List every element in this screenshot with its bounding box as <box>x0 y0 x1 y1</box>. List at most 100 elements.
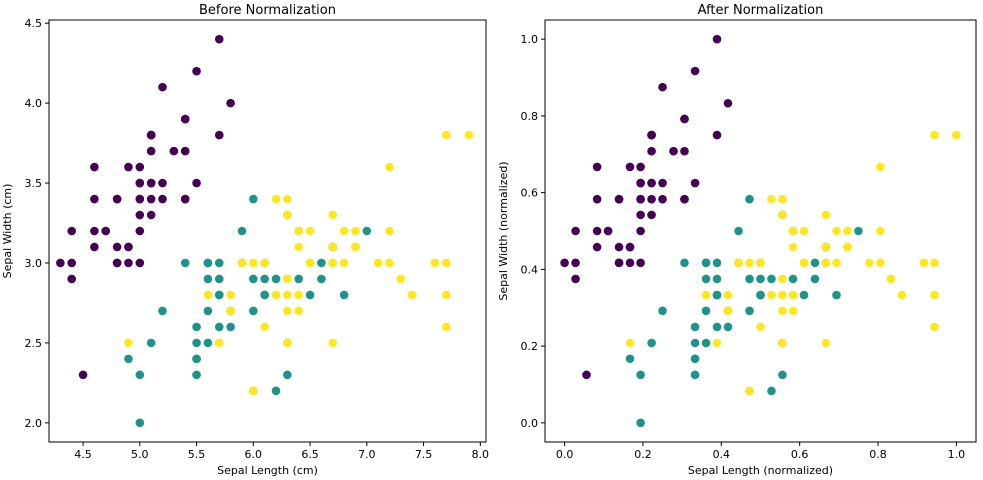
data-point-chart2-class1-19 <box>712 130 722 140</box>
x-tick-label: 0.0 <box>556 448 574 461</box>
data-point-chart1-class2-44 <box>135 370 145 380</box>
data-point-chart2-class1-11 <box>680 146 689 156</box>
data-point-chart1-class3-30 <box>385 258 394 268</box>
data-point-chart2-class1-14 <box>560 258 569 268</box>
data-point-chart1-class2-20 <box>203 338 213 348</box>
x-tick-label: 0.4 <box>713 448 731 461</box>
data-point-chart2-class2-43 <box>723 322 733 332</box>
data-point-chart1-class3-10 <box>385 162 394 172</box>
data-point-chart1-class1-25 <box>112 194 122 204</box>
data-point-chart2-class3-35 <box>756 322 765 332</box>
x-tick-label: 1.0 <box>948 448 966 461</box>
data-point-chart2-class2-19 <box>767 386 776 396</box>
data-point-chart2-class1-49 <box>669 146 678 156</box>
data-point-chart1-class2-34 <box>249 306 258 316</box>
data-point-chart2-class2-45 <box>701 306 711 316</box>
data-point-chart2-class3-26 <box>876 226 885 236</box>
data-point-chart1-class3-13 <box>339 258 349 268</box>
data-point-chart2-class3-23 <box>930 290 939 300</box>
data-point-chart1-class1-49 <box>169 146 179 156</box>
x-tick-label: 7.0 <box>358 448 376 461</box>
data-point-chart1-class2-41 <box>192 322 201 332</box>
plot-frame <box>48 19 487 443</box>
data-point-chart1-class3-36 <box>441 258 451 268</box>
data-point-chart1-class3-24 <box>283 306 292 316</box>
data-point-chart1-class3-1 <box>283 210 292 220</box>
data-point-chart1-class2-11 <box>135 418 145 428</box>
x-tick-label: 5.0 <box>131 448 149 461</box>
data-point-chart1-class2-14 <box>260 274 269 284</box>
data-point-chart1-class1-23 <box>90 162 99 172</box>
data-point-chart1-class1-47 <box>146 130 156 140</box>
data-point-chart2-class3-6 <box>919 258 929 268</box>
data-point-chart1-class3-9 <box>328 338 338 348</box>
data-point-chart2-class2-49 <box>647 338 656 348</box>
data-point-chart1-class3-47 <box>283 338 292 348</box>
x-tick-label: 0.6 <box>791 448 809 461</box>
data-point-chart2-class2-10 <box>658 306 667 316</box>
data-point-chart2-class3-42 <box>843 242 852 252</box>
data-point-chart2-class3-49 <box>767 194 776 204</box>
y-tick-label: 0.4 <box>521 263 539 276</box>
data-point-chart1-class2-35 <box>180 258 190 268</box>
data-point-chart1-class2-25 <box>294 274 304 284</box>
data-point-chart2-class2-41 <box>690 322 700 332</box>
data-point-chart1-class1-17 <box>180 114 190 124</box>
x-tick-label: 4.5 <box>74 448 92 461</box>
data-point-chart1-class2-36 <box>249 194 258 204</box>
data-point-chart1-class1-15 <box>226 98 235 108</box>
data-point-chart1-class3-39 <box>249 258 258 268</box>
x-tick-label: 0.8 <box>869 448 887 461</box>
data-point-chart1-class2-21 <box>237 226 247 236</box>
data-point-chart1-class1-34 <box>192 66 201 76</box>
data-point-chart1-class2-40 <box>192 338 201 348</box>
data-point-chart2-class3-30 <box>876 258 885 268</box>
data-point-chart2-class1-17 <box>680 114 689 124</box>
data-point-chart1-class3-43 <box>226 306 235 316</box>
data-point-chart1-class2-48 <box>271 274 281 284</box>
y-tick-label: 0.0 <box>521 417 539 430</box>
x-tick-label: 8.0 <box>472 448 490 461</box>
data-point-chart1-class2-15 <box>203 274 213 284</box>
data-point-chart1-class1-33 <box>158 82 167 92</box>
data-point-chart1-class3-11 <box>305 226 315 236</box>
data-point-chart2-class1-26 <box>636 258 645 268</box>
data-point-chart2-class3-36 <box>930 258 939 268</box>
data-point-chart1-class2-38 <box>283 370 292 380</box>
data-point-chart2-class1-43 <box>571 226 580 236</box>
data-point-chart2-class3-34 <box>778 290 787 300</box>
data-point-chart1-class3-46 <box>328 258 338 268</box>
data-point-chart1-class3-38 <box>294 242 304 252</box>
data-point-chart2-class2-35 <box>680 258 689 268</box>
data-point-chart2-class1-48 <box>592 226 602 236</box>
data-point-chart2-class3-47 <box>778 338 787 348</box>
data-point-chart1-class2-46 <box>214 258 224 268</box>
data-point-chart1-class2-27 <box>339 290 349 300</box>
data-point-chart2-class3-32 <box>952 130 961 140</box>
data-point-chart2-class1-38 <box>625 162 635 172</box>
data-point-chart2-class3-38 <box>788 242 798 252</box>
plot-frame <box>544 19 977 443</box>
data-point-chart1-class3-42 <box>351 242 360 252</box>
y-tick-label: 0.6 <box>521 187 539 200</box>
data-point-chart1-class3-6 <box>430 258 440 268</box>
data-point-chart1-class1-35 <box>124 242 133 252</box>
data-point-chart2-class2-1 <box>854 226 863 236</box>
data-point-chart2-class2-4 <box>690 370 700 380</box>
data-point-chart2-class3-24 <box>778 306 787 316</box>
data-point-chart1-class3-49 <box>271 194 281 204</box>
data-point-chart2-class3-22 <box>701 290 711 300</box>
data-point-chart1-class3-41 <box>328 242 338 252</box>
data-point-chart2-class3-3 <box>865 258 874 268</box>
data-point-chart1-class2-9 <box>317 274 326 284</box>
data-point-chart2-class3-45 <box>821 210 831 220</box>
data-point-chart1-class2-29 <box>249 274 258 284</box>
data-point-chart1-class2-10 <box>158 306 167 316</box>
chart-title: Before Normalization <box>199 3 336 18</box>
data-point-chart1-class3-32 <box>464 130 474 140</box>
data-point-chart1-class1-2 <box>124 258 133 268</box>
data-point-chart2-class2-32 <box>690 354 700 364</box>
data-point-chart2-class2-36 <box>745 194 754 204</box>
data-point-chart1-class1-22 <box>146 146 156 156</box>
